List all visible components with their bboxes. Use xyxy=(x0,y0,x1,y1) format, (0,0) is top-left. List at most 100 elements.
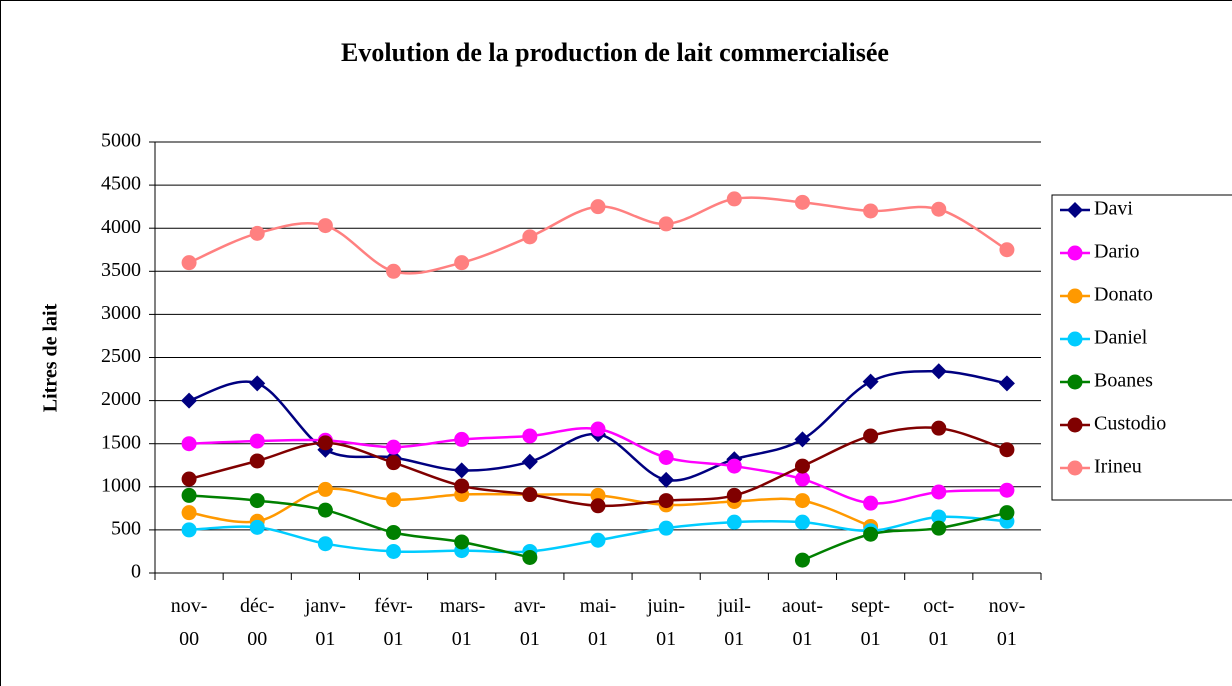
data-point xyxy=(386,543,402,559)
data-point xyxy=(794,431,811,448)
data-point xyxy=(999,242,1015,258)
data-point xyxy=(317,536,333,552)
data-point xyxy=(931,201,947,217)
data-point xyxy=(454,478,470,494)
x-tick-label: janv-01 xyxy=(304,595,346,650)
y-axis-label: Litres de lait xyxy=(40,303,62,412)
data-point xyxy=(249,433,265,449)
x-tick-label: oct-01 xyxy=(923,595,955,650)
data-point xyxy=(181,505,197,521)
data-point xyxy=(522,229,538,245)
chart-title: Evolution de la production de lait comme… xyxy=(341,38,889,67)
data-point xyxy=(794,514,810,530)
data-point xyxy=(930,363,947,380)
data-point xyxy=(454,534,470,550)
y-tick-label: 3500 xyxy=(101,259,141,281)
legend-label: Boanes xyxy=(1094,370,1153,392)
data-point xyxy=(658,216,674,232)
legend-marker xyxy=(1067,417,1083,433)
data-point xyxy=(863,526,879,542)
data-point xyxy=(726,458,742,474)
x-tick-label: avr-01 xyxy=(513,595,546,650)
data-point xyxy=(658,520,674,536)
data-point xyxy=(863,203,879,219)
data-point xyxy=(249,225,265,241)
x-tick-label: juil-01 xyxy=(717,595,751,650)
data-point xyxy=(658,471,675,488)
data-point xyxy=(726,191,742,207)
data-point xyxy=(386,524,402,540)
data-point xyxy=(317,502,333,518)
legend-label: Custodio xyxy=(1094,413,1166,435)
series-line xyxy=(802,511,1008,562)
data-point xyxy=(249,453,265,469)
data-point xyxy=(454,431,470,447)
data-point xyxy=(386,263,402,279)
legend-label: Donato xyxy=(1094,284,1153,306)
data-point xyxy=(181,522,197,538)
data-point xyxy=(181,392,198,409)
data-point xyxy=(931,520,947,536)
data-point xyxy=(999,482,1015,498)
x-tick-label: nov-01 xyxy=(988,595,1026,650)
x-tick-label: juin-01 xyxy=(647,595,686,650)
y-tick-label: 3000 xyxy=(101,302,141,324)
x-tick-label: sept-01 xyxy=(851,595,891,650)
data-point xyxy=(522,487,538,503)
legend-marker xyxy=(1067,245,1083,261)
legend xyxy=(1051,194,1232,501)
y-tick-label: 1000 xyxy=(101,474,141,496)
data-point xyxy=(386,455,402,471)
data-point xyxy=(658,449,674,465)
y-tick-label: 4500 xyxy=(101,173,141,195)
legend-label: Irineu xyxy=(1094,456,1142,478)
x-tick-label: mai-01 xyxy=(579,595,617,650)
data-point xyxy=(794,552,810,568)
y-tick-label: 5000 xyxy=(101,130,141,152)
data-point xyxy=(386,492,402,508)
data-point xyxy=(181,436,197,452)
data-point xyxy=(726,514,742,530)
data-point xyxy=(590,199,606,215)
data-point xyxy=(863,495,879,511)
data-point xyxy=(249,519,265,535)
data-point xyxy=(931,509,947,525)
data-point xyxy=(522,549,538,565)
data-point xyxy=(862,373,879,390)
data-point xyxy=(522,428,538,444)
data-point xyxy=(726,487,742,503)
y-tick-label: 2000 xyxy=(101,388,141,410)
x-tick-label: mars-01 xyxy=(439,595,486,650)
data-point xyxy=(999,505,1015,521)
y-tick-label: 4000 xyxy=(101,216,141,238)
data-point xyxy=(998,375,1015,392)
data-point xyxy=(590,421,606,437)
legend-marker xyxy=(1067,374,1083,390)
data-point xyxy=(590,532,606,548)
data-point xyxy=(590,487,606,503)
data-point xyxy=(317,435,333,451)
data-point xyxy=(317,218,333,234)
data-point xyxy=(181,471,197,487)
x-tick-label: févr-01 xyxy=(374,595,413,650)
data-point xyxy=(521,453,538,470)
data-point xyxy=(454,255,470,271)
legend-label: Dario xyxy=(1094,241,1140,263)
data-point xyxy=(794,471,810,487)
x-tick-label: déc-00 xyxy=(240,595,275,650)
legend-label: Daniel xyxy=(1094,327,1148,349)
y-tick-label: 0 xyxy=(131,561,141,583)
data-point xyxy=(863,428,879,444)
data-point xyxy=(181,255,197,271)
data-point xyxy=(181,487,197,503)
legend-marker xyxy=(1067,331,1083,347)
data-point xyxy=(453,462,470,479)
data-point xyxy=(317,481,333,497)
data-point xyxy=(249,375,266,392)
data-point xyxy=(931,484,947,500)
legend-marker xyxy=(1067,288,1083,304)
legend-marker xyxy=(1067,460,1083,476)
